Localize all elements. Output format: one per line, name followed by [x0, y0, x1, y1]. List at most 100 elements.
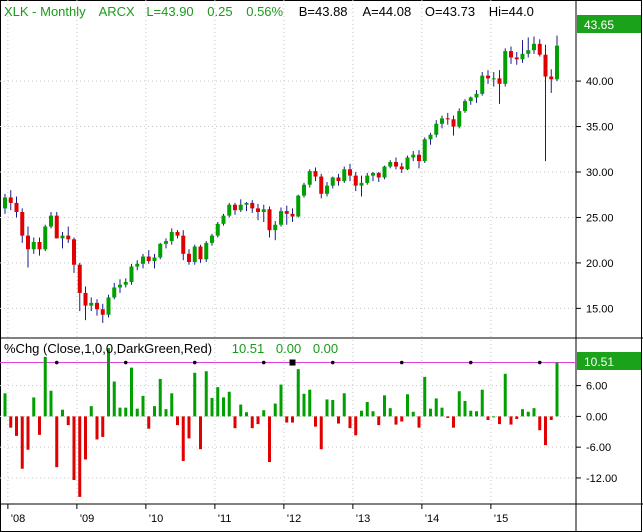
candle-body — [486, 75, 490, 79]
pct-bar — [273, 403, 277, 417]
header-open: O=43.73 — [425, 4, 475, 19]
pct-bar — [193, 372, 197, 417]
pct-bar — [446, 416, 450, 418]
time-axis-ticks: '08 '09 '10 '11 '12 '13 '14 '15 — [7, 0, 508, 525]
price-tick-label: 15.00 — [586, 303, 614, 315]
time-tick-label: '14 — [425, 513, 439, 525]
indicator-tick-label: 0.00 — [586, 411, 607, 423]
chart-header: XLK - Monthly ARCX L=43.90 0.25 0.56% B=… — [4, 4, 534, 19]
pct-bar — [314, 416, 317, 427]
pct-bar — [285, 416, 289, 423]
time-tick-label: '15 — [494, 513, 508, 525]
candle-body — [399, 166, 404, 170]
pct-bar — [371, 411, 375, 417]
header-change-pct: 0.56% — [246, 4, 283, 19]
pct-bar — [394, 416, 398, 425]
candle-body — [394, 162, 398, 167]
indicator-header: %Chg (Close,1,0,0,DarkGreen,Red) 10.51 0… — [4, 341, 338, 356]
candle-body — [520, 53, 525, 60]
candle-body — [198, 246, 203, 260]
indicator-value-2: 0.00 — [276, 341, 301, 356]
price-tick-label: 25.00 — [586, 212, 614, 224]
pct-bar — [526, 411, 530, 417]
time-tick-label: '09 — [80, 513, 94, 525]
price-axis-ticks: 15.00 20.00 25.00 30.00 35.00 40.00 — [576, 76, 614, 315]
candle-body — [26, 235, 30, 250]
pct-bar — [417, 416, 421, 428]
pct-bar — [210, 397, 214, 417]
pct-bar — [555, 362, 559, 417]
pct-bar — [245, 412, 248, 417]
indicator-marker-square — [289, 359, 296, 366]
pct-bar — [457, 391, 461, 417]
candle-body — [14, 202, 19, 212]
pct-bar — [222, 397, 225, 417]
pct-bar — [498, 416, 501, 425]
pct-bar — [492, 416, 496, 418]
pct-bar — [532, 408, 536, 417]
candle-body — [445, 118, 450, 120]
time-tick-label: '12 — [287, 513, 301, 525]
indicator-value-3: 0.00 — [313, 341, 338, 356]
pct-bar — [43, 356, 47, 417]
pct-bar — [475, 411, 478, 417]
pct-bar — [101, 416, 105, 437]
pct-bar — [199, 416, 202, 450]
candle-body — [342, 169, 347, 182]
pct-bar — [308, 389, 312, 417]
candle-body — [31, 242, 36, 250]
candle-body — [296, 195, 301, 217]
indicator-marker-dot — [261, 360, 266, 365]
candle-body — [187, 253, 191, 262]
candle-body — [129, 266, 134, 282]
pct-bar — [9, 416, 13, 428]
candle-body — [175, 232, 180, 236]
pct-bar — [49, 390, 53, 417]
candle-body — [549, 76, 554, 80]
candle-body — [112, 287, 117, 298]
candle-body — [60, 235, 65, 239]
candle-body — [480, 75, 485, 94]
pct-bar — [204, 371, 208, 417]
pct-bar — [319, 416, 323, 450]
pct-bar — [503, 373, 507, 417]
candle-body — [181, 235, 186, 254]
header-exchange: ARCX — [99, 4, 135, 19]
candle-body — [72, 239, 76, 265]
candle-body — [3, 197, 7, 209]
header-ask: A=44.08 — [362, 4, 411, 19]
pct-bar — [360, 410, 363, 417]
time-tick-label: '08 — [11, 513, 25, 525]
candle-body — [20, 212, 25, 236]
candle-body — [497, 78, 502, 84]
candle-body — [302, 184, 306, 196]
price-badge-bg — [577, 15, 641, 33]
pct-bar — [515, 416, 519, 419]
pct-bar — [434, 398, 438, 417]
pct-bar — [486, 416, 490, 420]
indicator-marker-dot — [54, 360, 59, 365]
pct-bar — [521, 409, 524, 417]
candle-body — [169, 232, 174, 242]
pct-bar — [342, 393, 346, 417]
candle-body — [422, 139, 427, 162]
pct-bar — [153, 406, 156, 417]
price-tick-label: 20.00 — [586, 258, 614, 270]
candle-body — [227, 204, 232, 216]
candle-body — [118, 284, 122, 288]
candle-body — [77, 264, 82, 293]
pct-bar — [130, 367, 133, 417]
candle-body — [376, 172, 381, 178]
pct-bar — [227, 391, 231, 417]
indicator-marker-dot — [192, 360, 197, 365]
pct-bar — [463, 400, 467, 417]
candle-body — [43, 226, 48, 250]
pct-bar — [38, 416, 41, 435]
candle-body — [411, 154, 416, 158]
pct-bar — [107, 348, 110, 417]
pct-bar — [72, 416, 76, 480]
header-high: Hi=44.0 — [489, 4, 534, 19]
indicator-marker-dot — [399, 360, 404, 365]
pct-bar — [112, 381, 116, 417]
candle-body — [152, 257, 157, 262]
